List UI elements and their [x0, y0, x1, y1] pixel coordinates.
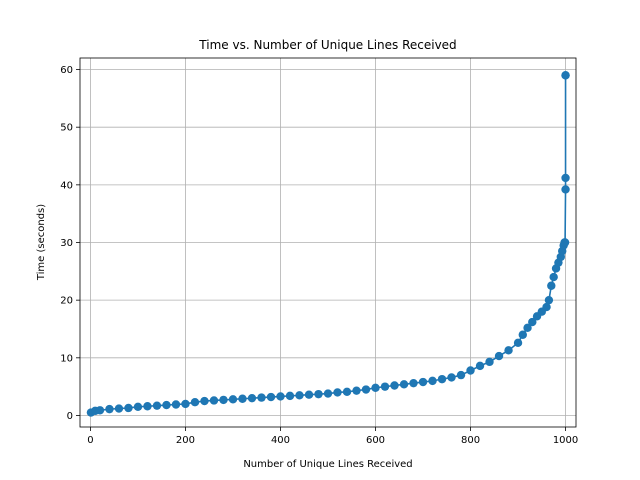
- grid: [80, 58, 576, 427]
- x-axis-label: Number of Unique Lines Received: [243, 459, 412, 470]
- data-point: [342, 387, 352, 397]
- data-point: [371, 383, 380, 392]
- data-point: [428, 376, 437, 386]
- data-point: [266, 392, 276, 402]
- data-point: [171, 400, 181, 409]
- data-point: [399, 380, 409, 389]
- data-point: [361, 385, 371, 394]
- data-point: [257, 393, 266, 402]
- x-tick-label: 200: [176, 435, 195, 446]
- data-point: [561, 71, 570, 80]
- data-point: [549, 272, 558, 282]
- y-tick-label: 40: [60, 180, 73, 191]
- data-point: [105, 404, 114, 414]
- data-point: [95, 406, 105, 415]
- y-tick-label: 50: [60, 123, 73, 134]
- data-point: [518, 330, 527, 339]
- data-point: [352, 386, 361, 395]
- y-axis-ticks: 0 10 20 30 40 50 60: [60, 65, 80, 422]
- data-point: [114, 404, 124, 413]
- data-point: [547, 281, 556, 290]
- data-point: [418, 377, 428, 387]
- x-tick-label: 800: [461, 435, 480, 446]
- x-tick-label: 1000: [553, 435, 578, 446]
- data-point: [504, 346, 513, 355]
- data-point: [447, 373, 456, 382]
- data-point: [523, 323, 532, 333]
- data-point: [276, 392, 285, 401]
- y-tick-label: 20: [60, 296, 73, 307]
- data-point: [181, 399, 190, 409]
- y-tick-label: 30: [60, 238, 73, 249]
- data-point: [494, 351, 504, 361]
- data-point: [304, 390, 314, 399]
- data-point: [162, 400, 171, 410]
- x-tick-label: 0: [87, 435, 93, 446]
- data-point: [295, 391, 304, 400]
- data-point: [152, 401, 162, 410]
- data-point: [143, 402, 152, 411]
- data-point: [485, 357, 494, 367]
- data-point: [209, 396, 219, 405]
- data-point: [513, 338, 523, 348]
- data-point: [390, 381, 399, 390]
- data-point: [528, 317, 537, 327]
- x-tick-label: 600: [366, 435, 385, 446]
- data-point: [238, 394, 247, 403]
- x-axis-ticks: 0 200 400 600 800 1000: [87, 427, 578, 446]
- data-point: [124, 403, 133, 413]
- data-point: [228, 395, 238, 404]
- data-point: [409, 378, 418, 388]
- data-point: [333, 388, 342, 397]
- data-point: [475, 361, 485, 371]
- data-point: [200, 396, 209, 406]
- y-tick-label: 60: [60, 65, 73, 76]
- data-point: [219, 395, 228, 405]
- data-point: [542, 302, 551, 312]
- data-point: [314, 389, 323, 399]
- data-point: [380, 382, 390, 391]
- data-point: [133, 402, 143, 412]
- data-point: [561, 185, 570, 194]
- data-point: [456, 370, 466, 380]
- data-point: [285, 391, 295, 401]
- data-series: [86, 71, 570, 417]
- data-point: [560, 238, 570, 247]
- data-point: [190, 398, 200, 407]
- y-tick-label: 0: [67, 411, 73, 422]
- y-axis-label: Time (seconds): [36, 204, 47, 281]
- x-tick-label: 400: [271, 435, 290, 446]
- data-point: [544, 295, 554, 305]
- y-tick-label: 10: [60, 353, 73, 364]
- chart-title: Time vs. Number of Unique Lines Received: [198, 38, 456, 52]
- data-point: [561, 173, 570, 183]
- data-point: [466, 366, 475, 375]
- data-point: [247, 393, 257, 403]
- data-point: [437, 374, 447, 384]
- data-point: [323, 389, 333, 398]
